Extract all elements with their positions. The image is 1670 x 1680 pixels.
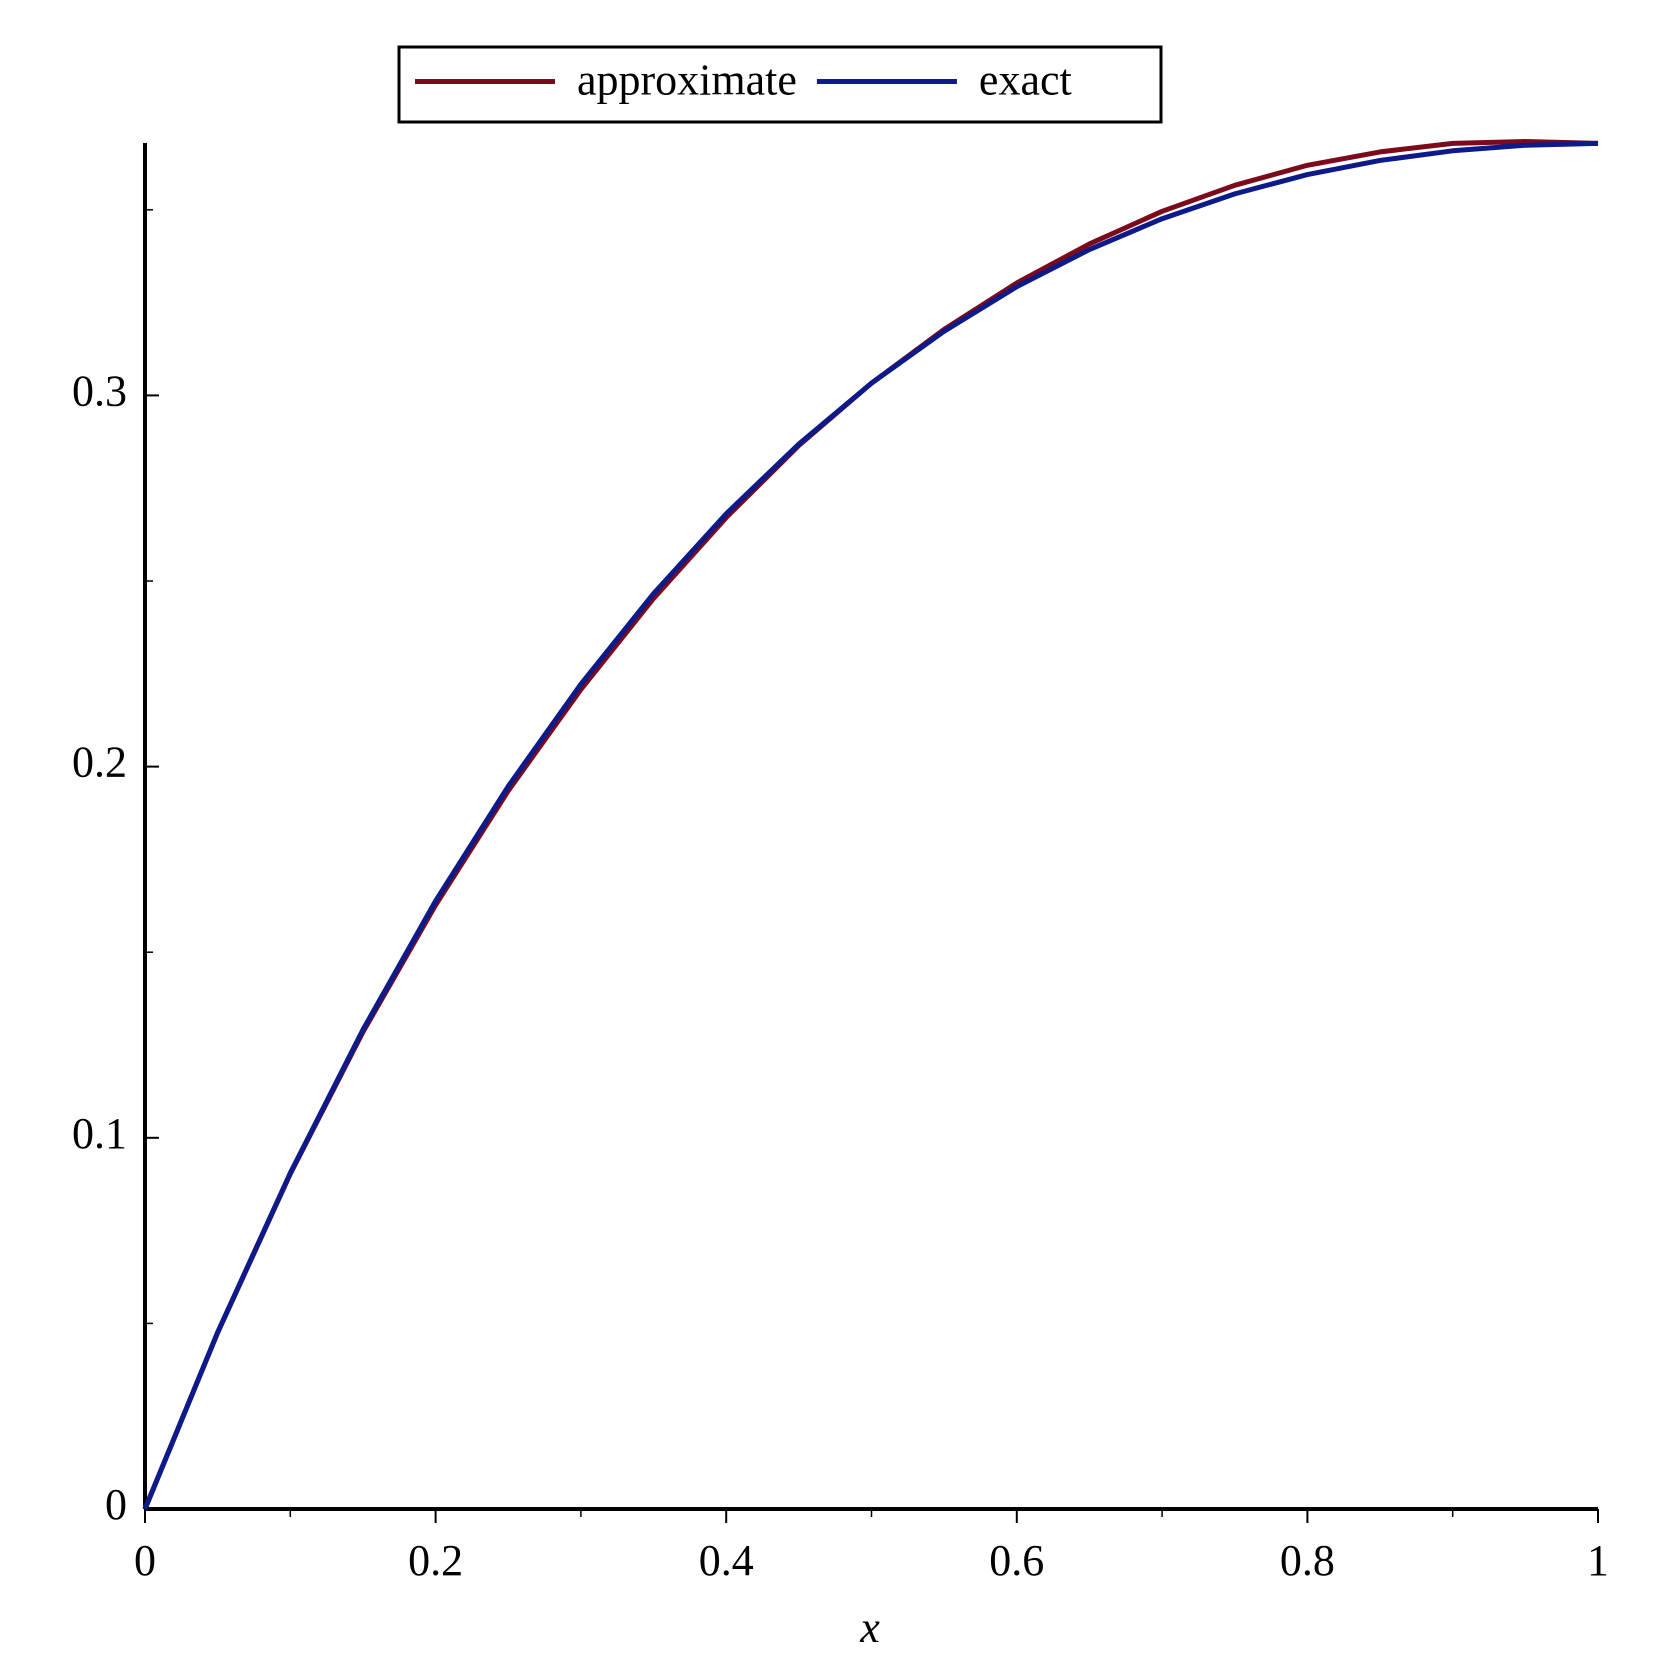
x-tick-label: 0.4: [699, 1536, 754, 1585]
y-tick-label: 0.3: [72, 367, 127, 416]
x-axis-label: x: [859, 1603, 880, 1652]
x-tick-label: 0.6: [989, 1536, 1044, 1585]
legend-label: exact: [979, 56, 1072, 105]
x-tick-label: 0: [134, 1536, 156, 1585]
y-tick-label: 0: [105, 1480, 127, 1529]
legend-box: [397, 45, 1163, 124]
x-tick-label: 0.2: [408, 1536, 463, 1585]
y-tick-label: 0.1: [72, 1109, 127, 1158]
y-tick-label: 0.2: [72, 738, 127, 787]
legend-label: approximate: [577, 56, 797, 105]
series-line: [142, 140, 1599, 1510]
series-line: [142, 139, 1599, 1510]
x-tick-label: 1: [1587, 1536, 1609, 1585]
x-tick-label: 0.8: [1280, 1536, 1335, 1585]
